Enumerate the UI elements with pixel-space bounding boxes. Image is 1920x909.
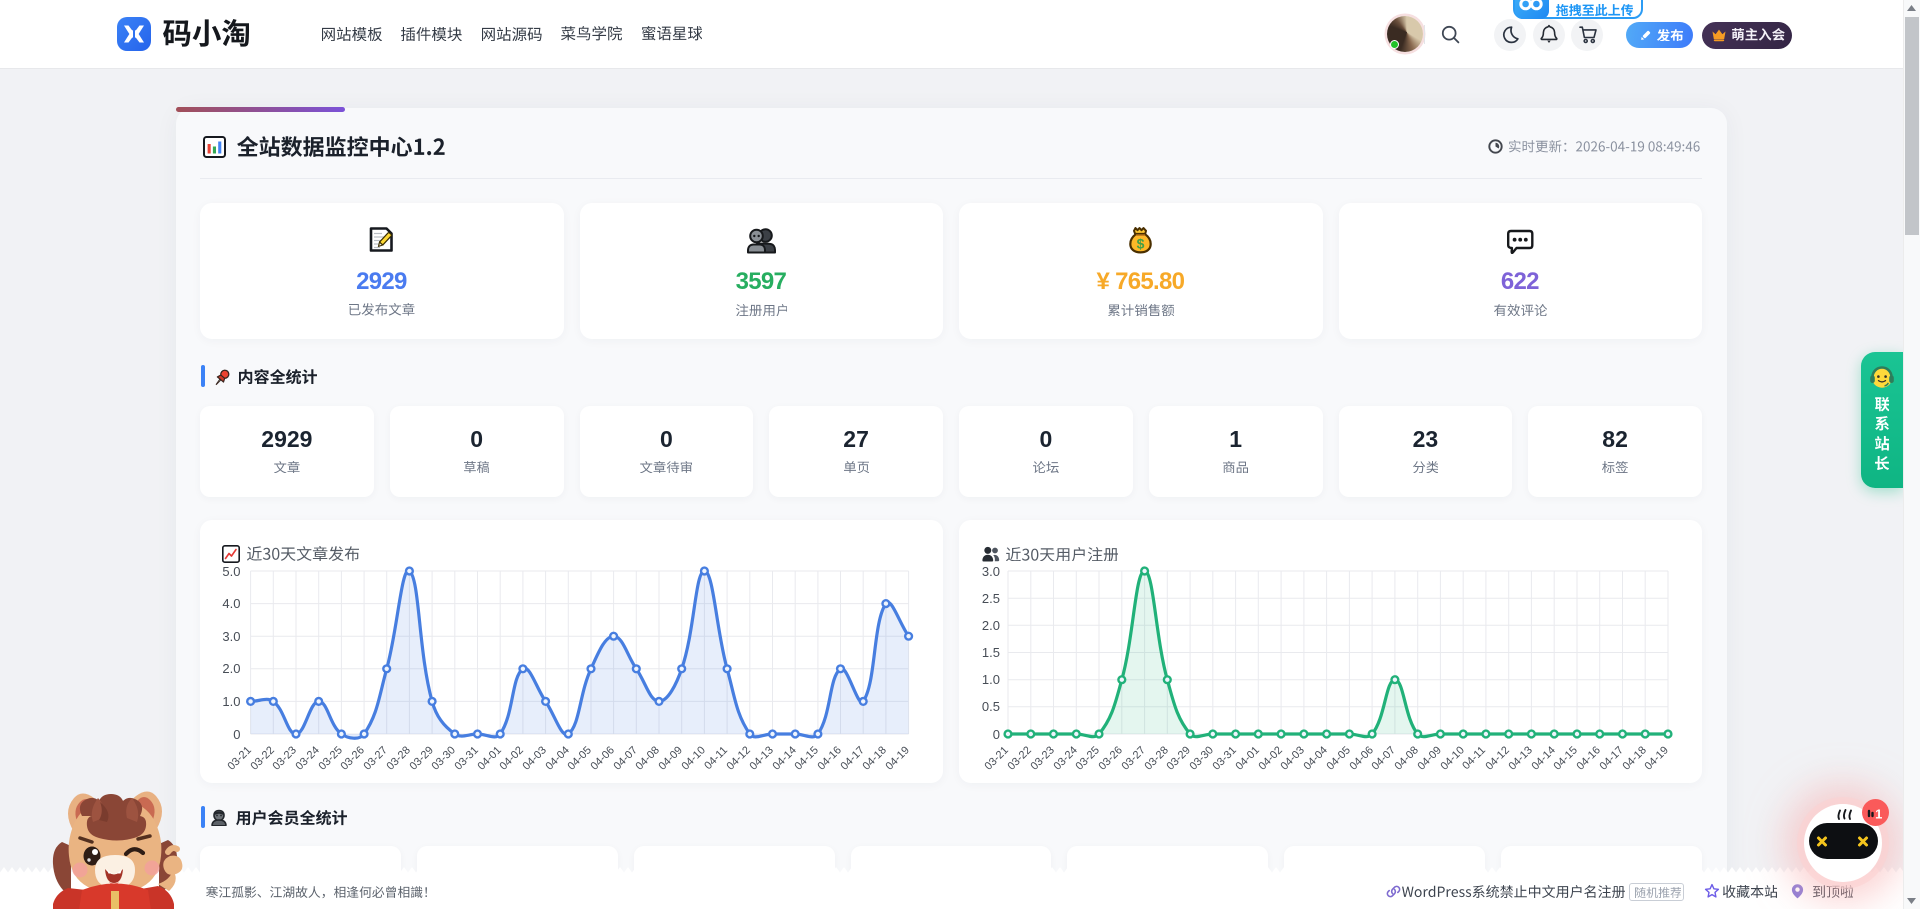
svg-text:1: 1 — [1875, 807, 1882, 822]
svg-text:$: $ — [1137, 236, 1145, 252]
